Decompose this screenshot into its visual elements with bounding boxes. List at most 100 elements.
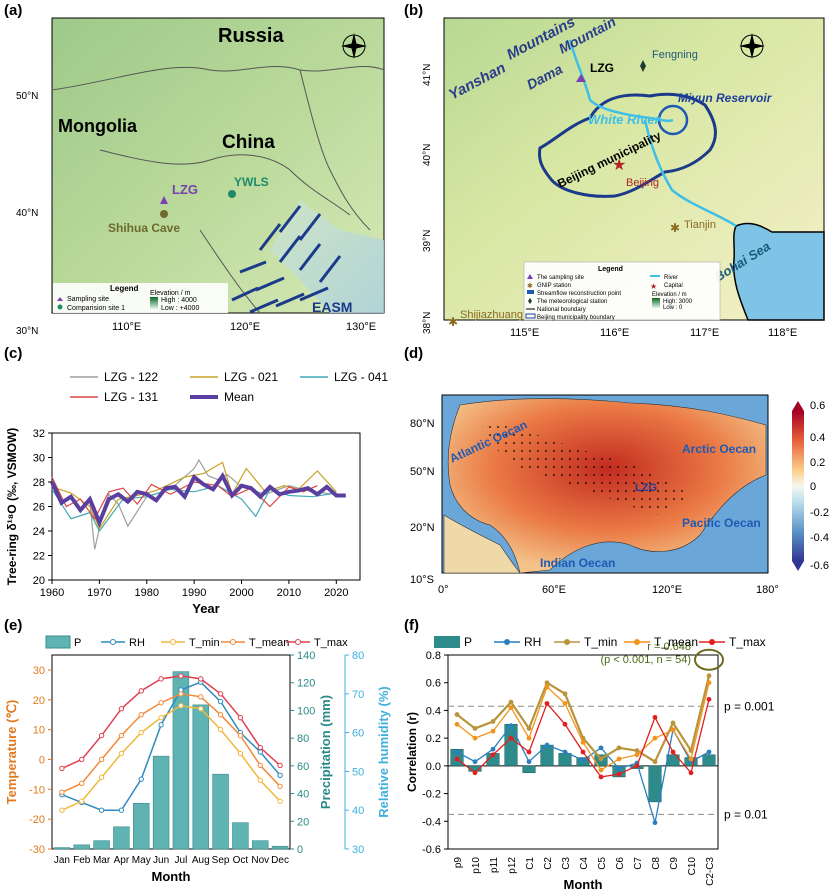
legend-label-e: T_mean [249, 637, 289, 649]
precip-bar [133, 802, 150, 850]
series-point-f [616, 771, 622, 777]
series-point-f [472, 726, 478, 731]
legend-label-f: P [464, 635, 472, 649]
series-point-e [98, 732, 105, 739]
legend-marker-e [170, 639, 176, 645]
series-point-f [454, 712, 460, 717]
series-point-f [544, 680, 550, 686]
lat-ticks-a: 50°N 40°N 30°N [16, 91, 38, 337]
svg-text:Beijing municipality boundary: Beijing municipality boundary [537, 315, 615, 321]
legend-marker-e [295, 639, 301, 645]
precip-tick-label: 40 [297, 789, 309, 801]
lon-ticks-a: 110°E 120°E 130°E [112, 321, 376, 333]
series-point-e [217, 711, 224, 718]
series-point-e [277, 762, 283, 769]
series-point-f [544, 701, 550, 706]
legend-marker-f [504, 639, 510, 645]
y-tick-label-c: 30 [33, 453, 45, 465]
map-b: Yanshan Mountains Dama Mountain LZG Feng… [422, 13, 825, 339]
svg-text:30°N: 30°N [16, 326, 38, 337]
legend-label-f: T_mean [654, 635, 698, 649]
month-tick-label-e: Sep [212, 855, 230, 866]
series-point-e [158, 676, 164, 682]
shijiazhuang-marker: ✱ [448, 315, 458, 329]
series-point-f [490, 746, 496, 752]
svg-text:Indian Oecan: Indian Oecan [540, 556, 615, 570]
label-beijing: Beijing [626, 177, 659, 189]
series-point-e [118, 807, 125, 813]
rh-tick-label: 80 [352, 650, 364, 662]
y-tick-label-f: 0.4 [426, 705, 441, 717]
precip-bar [271, 845, 289, 850]
panel-d: (d) Atlantic Oecan Arctic Oecan Pacific … [400, 345, 832, 617]
series-point-f [688, 770, 694, 776]
series-point-f [508, 699, 514, 705]
label-ywls: YWLS [234, 175, 269, 189]
series-point-e [98, 756, 105, 763]
series-point-f [634, 752, 640, 758]
svg-text:Low : 0: Low : 0 [663, 305, 683, 311]
threshold-label-01: p = 0.01 [724, 807, 768, 821]
sea-region [270, 200, 384, 313]
panel-f: (f) p = 0.001 p = 0.01 -0.6 -0.4 -0.2 0.0 0.2 0… [400, 617, 832, 894]
series-point-f [652, 820, 658, 826]
y-tick-label-c: 22 [33, 551, 45, 563]
label-white-river: White River [588, 112, 660, 127]
rh-tick-label: 30 [352, 844, 364, 856]
month-tick-label-e: Feb [73, 855, 91, 866]
series-point-e [79, 798, 85, 804]
africa-land [443, 514, 521, 574]
rh-tick-label: 40 [352, 805, 364, 817]
x-axis-title-f: Month [564, 877, 603, 892]
series-point-f [544, 684, 550, 690]
temp-tick-label: 10 [33, 725, 45, 737]
x-axis-title-e: Month [152, 869, 191, 884]
panel-a: (a) Russia Mongolia China LZG YWLS Shihu… [0, 0, 400, 345]
legend-label-c: LZG - 122 [104, 370, 158, 384]
series-point-f [616, 745, 622, 751]
precip-bar-f [558, 753, 572, 767]
month-tick-label-f: p11 [489, 857, 500, 873]
chart-f: p = 0.001 p = 0.01 -0.6 -0.4 -0.2 0.0 0.2 0.4 0.… [405, 635, 775, 892]
series-point-e [198, 694, 204, 700]
legend-label-f: RH [524, 635, 541, 649]
legend-label-e: P [74, 637, 81, 649]
series-line-e [61, 681, 281, 811]
series-point-f [526, 749, 532, 755]
tianjin-marker: ✱ [670, 221, 680, 235]
y-tick-label-f: 0.8 [426, 650, 441, 662]
month-tick-label-f: C10 [687, 857, 698, 876]
y-tick-label-c: 32 [33, 428, 45, 440]
month-tick-label-f: C9 [669, 857, 680, 870]
precip-bar [192, 704, 209, 850]
compass-a [341, 33, 367, 59]
precip-bar-f [540, 744, 554, 767]
svg-text:Arctic Oecan: Arctic Oecan [682, 442, 756, 456]
svg-text:20°N: 20°N [410, 522, 435, 534]
series-point-e [138, 776, 144, 782]
svg-text:115°E: 115°E [510, 327, 539, 339]
month-tick-label-e: May [132, 855, 151, 866]
series-point-e [277, 772, 283, 778]
series-point-e [59, 807, 65, 813]
series-point-f [580, 749, 586, 755]
lat-ticks-b: 41°N 40°N 39°N 38°N [422, 64, 433, 334]
label-russia: Russia [218, 25, 284, 47]
series-point-e [59, 789, 65, 795]
legend-label-e: T_max [314, 637, 348, 649]
series-line-e [61, 693, 281, 793]
annotation-r: r = 0.648 [647, 641, 691, 653]
x-tick-label-c: 1990 [182, 587, 206, 599]
svg-text:★: ★ [650, 282, 657, 291]
label-shijiazhuang: Shijiazhuang [460, 309, 523, 321]
svg-text:39°N: 39°N [422, 230, 433, 252]
precip-bar [113, 826, 130, 850]
precip-tick-label: 80 [297, 733, 309, 745]
rh-axis-title: Relative humidity (%) [376, 686, 391, 817]
legend-a: Legend Sampling site Comparision site 1 … [53, 283, 228, 313]
svg-text:0.6: 0.6 [810, 400, 825, 412]
label-lzg-d: LZG [635, 482, 657, 494]
precip-bar [252, 840, 269, 850]
month-tick-label-f: p12 [507, 857, 518, 874]
legend-label-c: LZG - 041 [334, 370, 388, 384]
